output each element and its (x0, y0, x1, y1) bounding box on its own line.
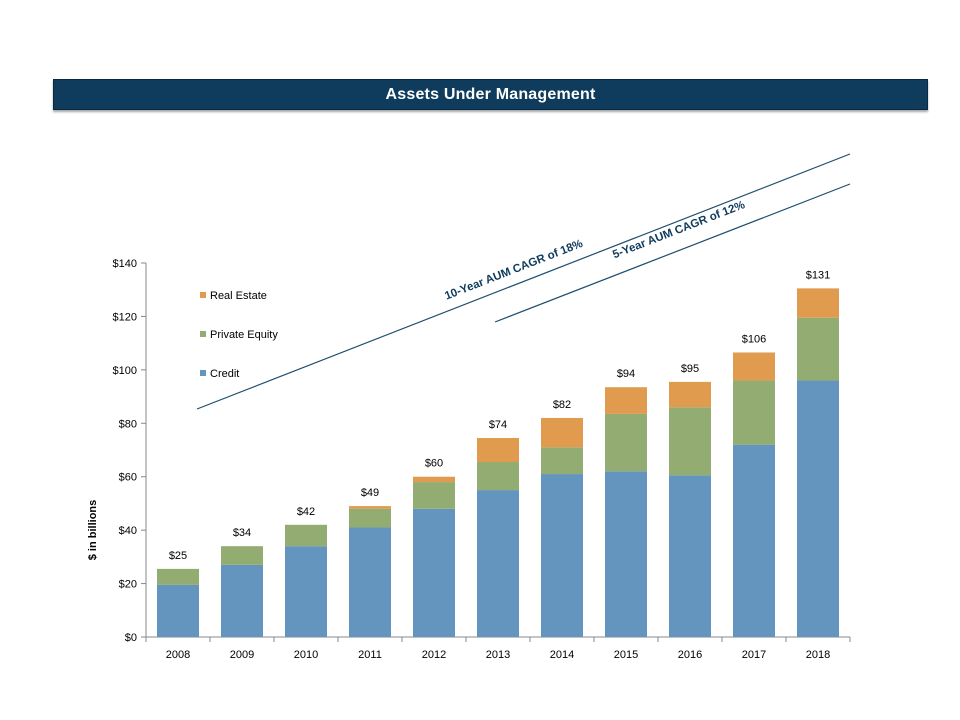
bar-credit (413, 508, 455, 637)
legend-label: Private Equity (210, 329, 278, 341)
cagr-5yr-line (494, 183, 851, 323)
total-label: $106 (742, 333, 766, 345)
y-tick-label: $40 (119, 525, 137, 537)
total-label: $42 (297, 506, 315, 518)
bar-credit (669, 475, 711, 637)
x-tick-label: 2008 (166, 649, 190, 661)
legend-label: Credit (210, 368, 239, 380)
y-tick-label: $100 (113, 365, 137, 377)
title-bar: Assets Under Management (53, 79, 928, 110)
bar-credit (733, 444, 775, 637)
bar-private-equity (413, 482, 455, 509)
total-label: $94 (617, 368, 635, 380)
bar-private-equity (605, 413, 647, 472)
x-tick-label: 2009 (230, 649, 254, 661)
total-label: $95 (681, 363, 699, 375)
total-label: $74 (489, 419, 507, 431)
cagr-10yr-label: 10-Year AUM CAGR of 18% (443, 238, 584, 303)
bar-real-estate (541, 417, 583, 448)
total-label: $25 (169, 550, 187, 562)
bar-private-equity (797, 317, 839, 381)
bar-real-estate (413, 476, 455, 483)
legend-swatch (200, 370, 206, 376)
legend-label: Real Estate (210, 290, 267, 302)
bar-private-equity (669, 407, 711, 476)
bar-real-estate (477, 437, 519, 463)
x-tick-label: 2013 (486, 649, 510, 661)
bar-credit (797, 380, 839, 637)
y-tick-label: $120 (113, 311, 137, 323)
bar-private-equity (285, 524, 327, 547)
y-tick-label: $140 (113, 258, 137, 270)
bar-private-equity (477, 462, 519, 491)
bar-credit (285, 546, 327, 637)
total-label: $49 (361, 487, 379, 499)
bar-private-equity (221, 546, 263, 565)
bar-private-equity (349, 508, 391, 528)
x-tick-label: 2011 (358, 649, 382, 661)
bar-credit (477, 490, 519, 637)
x-tick-label: 2012 (422, 649, 446, 661)
total-label: $34 (233, 527, 251, 539)
bar-credit (605, 471, 647, 637)
y-tick-label: $80 (119, 418, 137, 430)
bar-real-estate (605, 387, 647, 414)
bar-real-estate (349, 506, 391, 509)
total-label: $60 (425, 458, 443, 470)
bar-credit (157, 584, 199, 637)
legend-swatch (200, 292, 206, 298)
cagr-10yr-line (196, 153, 851, 410)
bar-real-estate (733, 352, 775, 381)
y-axis-title: $ in billions (87, 500, 99, 561)
y-tick-label: $0 (125, 632, 137, 644)
bar-private-equity (541, 447, 583, 475)
bar-credit (349, 527, 391, 637)
x-tick-label: 2017 (742, 649, 766, 661)
bar-real-estate (797, 288, 839, 318)
x-tick-label: 2014 (550, 649, 574, 661)
total-label: $131 (806, 269, 830, 281)
bar-private-equity (157, 568, 199, 585)
x-tick-label: 2018 (806, 649, 830, 661)
cagr-5yr-label: 5-Year AUM CAGR of 12% (611, 199, 747, 261)
page-title: Assets Under Management (385, 85, 596, 103)
bar-private-equity (733, 380, 775, 445)
total-label: $82 (553, 399, 571, 411)
y-tick-label: $20 (119, 579, 137, 591)
legend-swatch (200, 331, 206, 337)
y-tick-label: $60 (119, 472, 137, 484)
x-tick-label: 2010 (294, 649, 318, 661)
x-tick-label: 2016 (678, 649, 702, 661)
bar-credit (221, 564, 263, 637)
x-tick-label: 2015 (614, 649, 638, 661)
bar-credit (541, 474, 583, 637)
bar-real-estate (669, 381, 711, 408)
